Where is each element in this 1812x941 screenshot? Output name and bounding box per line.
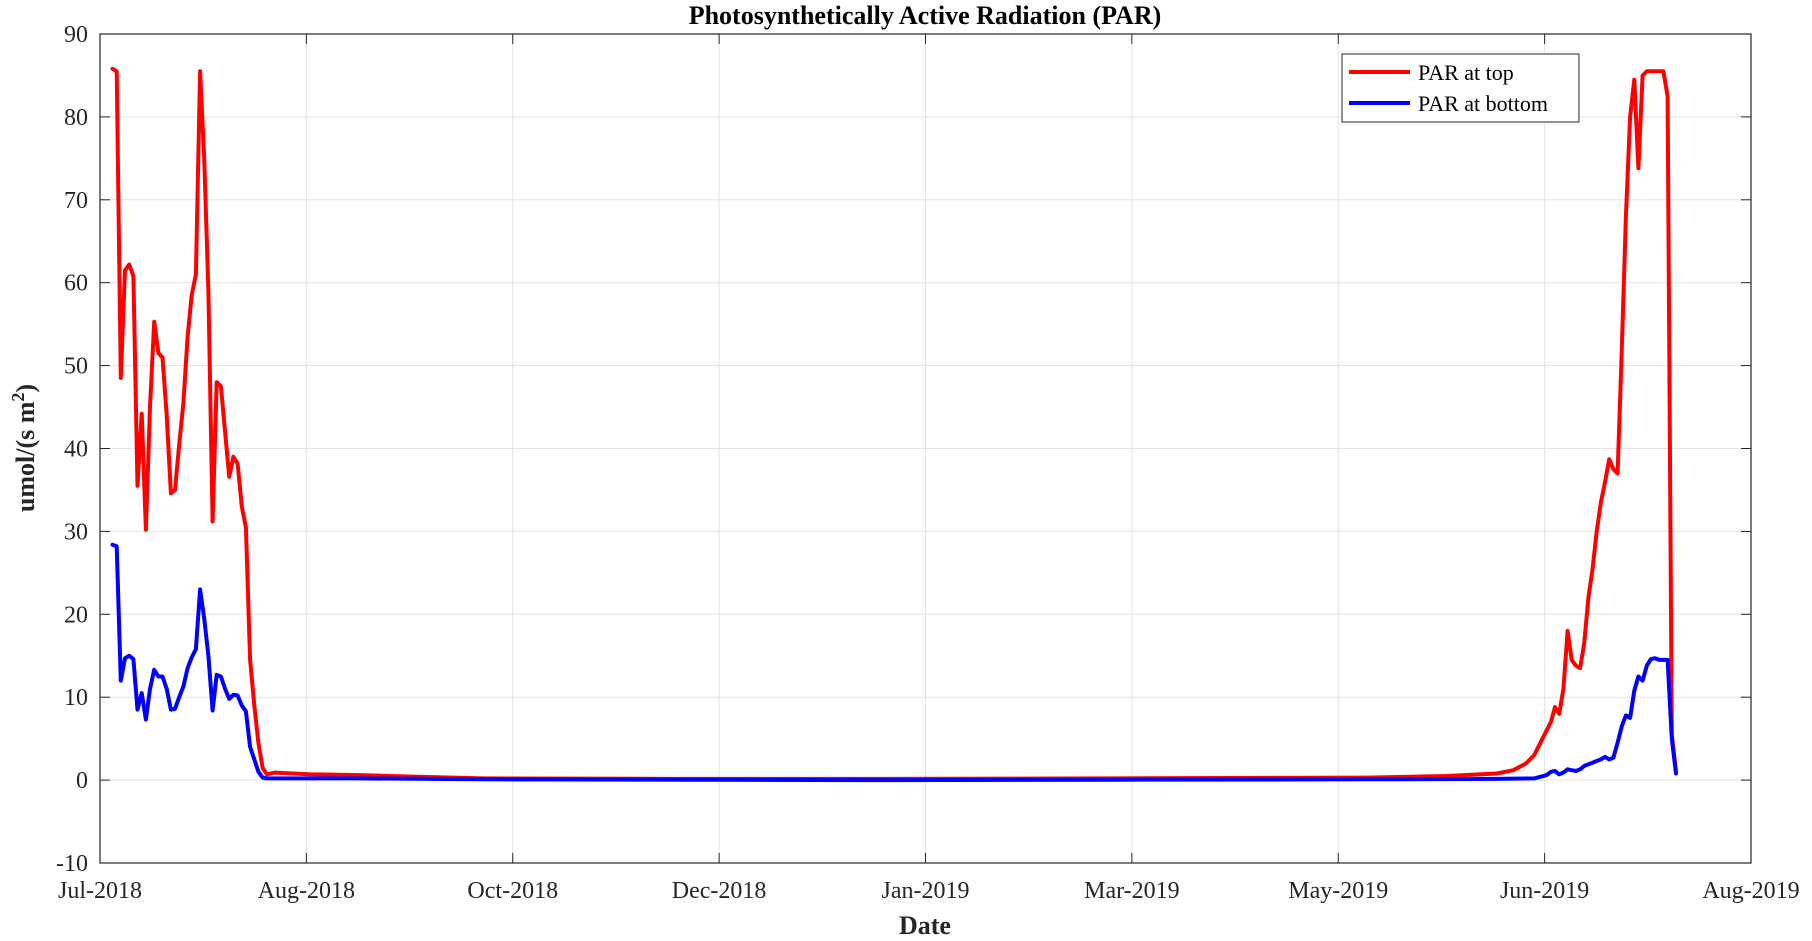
legend-label-par-at-top: PAR at top bbox=[1418, 60, 1514, 85]
legend-box bbox=[1341, 53, 1580, 123]
x-tick-label: Mar-2019 bbox=[1084, 878, 1180, 904]
y-tick-label: 90 bbox=[64, 22, 88, 48]
x-tick-label: Aug-2018 bbox=[258, 878, 355, 904]
x-tick-label: Jun-2019 bbox=[1500, 878, 1589, 904]
legend: PAR at top PAR at bottom bbox=[1341, 53, 1580, 123]
y-tick-label: 10 bbox=[64, 685, 88, 711]
y-tick-label: 50 bbox=[64, 354, 88, 380]
axis-ticks bbox=[99, 33, 1752, 864]
tick-labels: -10 0 10 20 30 40 50 60 70 80 90 Jul-2018 Aug-2018 Oc… bbox=[56, 22, 1800, 904]
y-tick-label: 30 bbox=[64, 519, 88, 545]
x-tick-label: Jul-2018 bbox=[58, 878, 142, 904]
grid-lines bbox=[100, 34, 1751, 863]
series-line-par-at-top bbox=[110, 66, 1678, 781]
y-axis-title-main: umol/(s m bbox=[11, 401, 40, 512]
y-tick-label: 80 bbox=[64, 105, 88, 131]
x-tick-label: May-2019 bbox=[1288, 878, 1388, 904]
x-axis-title: Date bbox=[899, 911, 951, 940]
y-tick-label: 40 bbox=[64, 437, 88, 463]
series-lines bbox=[110, 66, 1678, 783]
x-tick-label: Jan-2019 bbox=[882, 878, 970, 904]
y-tick-label: 70 bbox=[64, 188, 88, 214]
chart-title: Photosynthetically Active Radiation (PAR… bbox=[689, 1, 1162, 30]
y-axis-title-close: ) bbox=[11, 384, 40, 393]
y-tick-label: 0 bbox=[76, 768, 88, 794]
legend-label-par-at-bottom: PAR at bottom bbox=[1418, 91, 1548, 116]
x-tick-label: Oct-2018 bbox=[467, 878, 558, 904]
x-tick-label: Aug-2019 bbox=[1702, 878, 1799, 904]
y-axis-title: umol/(s m2) bbox=[8, 384, 40, 512]
y-axis-title-superscript: 2 bbox=[8, 393, 28, 402]
series-line-par-at-bottom bbox=[110, 542, 1678, 783]
y-tick-label: -10 bbox=[56, 851, 88, 877]
x-tick-label: Dec-2018 bbox=[672, 878, 767, 904]
y-tick-label: 60 bbox=[64, 271, 88, 297]
y-tick-label: 20 bbox=[64, 602, 88, 628]
